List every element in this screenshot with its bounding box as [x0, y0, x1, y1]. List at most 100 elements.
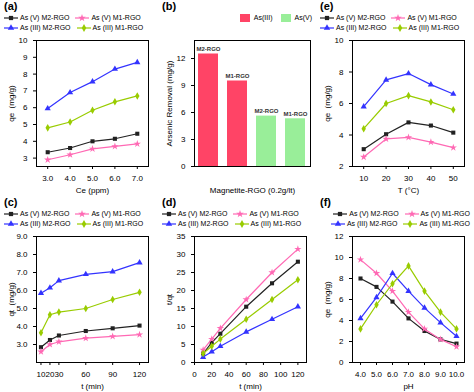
- html-text:As (III) M1-RGO: As (III) M1-RGO: [92, 24, 144, 31]
- svg-text:0: 0: [181, 162, 186, 171]
- svg-text:20: 20: [177, 286, 186, 295]
- svg-text:2: 2: [339, 337, 344, 346]
- svg-text:10: 10: [19, 36, 28, 45]
- svg-text:6: 6: [339, 99, 344, 108]
- svg-text:8: 8: [339, 274, 344, 283]
- svg-text:35: 35: [177, 232, 186, 241]
- svg-text:t (min): t (min): [81, 382, 104, 391]
- svg-text:8: 8: [339, 68, 344, 77]
- svg-text:0: 0: [192, 370, 197, 379]
- svg-text:5: 5: [23, 120, 28, 129]
- svg-text:4: 4: [339, 131, 344, 140]
- svg-text:6.0: 6.0: [16, 286, 28, 295]
- svg-text:40: 40: [426, 174, 435, 183]
- html-text:As (V) M1-RGO: As (V) M1-RGO: [91, 14, 141, 21]
- svg-text:9: 9: [181, 81, 186, 90]
- svg-text:4.0: 4.0: [355, 370, 367, 379]
- svg-text:12: 12: [335, 232, 344, 241]
- svg-text:60: 60: [242, 370, 251, 379]
- svg-text:qe (mg/g): qe (mg/g): [323, 85, 332, 122]
- svg-text:t/qt: t/qt: [165, 293, 174, 305]
- svg-text:9.0: 9.0: [16, 232, 28, 241]
- svg-text:8: 8: [23, 70, 28, 79]
- svg-text:2: 2: [339, 162, 344, 171]
- svg-text:10.0: 10.0: [449, 370, 465, 379]
- svg-text:5.0: 5.0: [371, 370, 383, 379]
- svg-text:40: 40: [225, 370, 234, 379]
- svg-text:5: 5: [181, 340, 186, 349]
- html-text:As (III) M2-RGO: As (III) M2-RGO: [336, 24, 387, 31]
- svg-text:6.0: 6.0: [109, 174, 121, 183]
- svg-text:3: 3: [23, 154, 28, 163]
- svg-text:T (°C): T (°C): [398, 186, 420, 195]
- svg-text:3.0: 3.0: [42, 174, 54, 183]
- svg-text:4: 4: [339, 316, 344, 325]
- html-text:10 20: 10 20: [36, 370, 55, 380]
- html-text:As (V) M2-RGO: As (V) M2-RGO: [336, 14, 386, 21]
- svg-text:90: 90: [108, 370, 117, 379]
- svg-text:7.0: 7.0: [132, 174, 144, 183]
- svg-text:30: 30: [177, 250, 186, 259]
- svg-text:10: 10: [335, 253, 344, 262]
- html-text:(f): (f): [320, 196, 331, 208]
- svg-text:4: 4: [23, 137, 28, 146]
- html-text:As(III): As(III): [253, 14, 273, 21]
- svg-text:5.0: 5.0: [87, 174, 99, 183]
- svg-text:7: 7: [23, 86, 28, 95]
- svg-text:6: 6: [23, 103, 28, 112]
- svg-text:9.0: 9.0: [435, 370, 447, 379]
- html-text:(a): (a): [4, 0, 18, 12]
- svg-text:Ce (ppm): Ce (ppm): [76, 186, 110, 195]
- svg-text:6.0: 6.0: [387, 370, 399, 379]
- svg-text:7.0: 7.0: [403, 370, 415, 379]
- svg-text:50: 50: [449, 174, 458, 183]
- svg-text:Arsenic Removal (mg/g): Arsenic Removal (mg/g): [165, 60, 174, 146]
- svg-text:M1-RGO: M1-RGO: [284, 111, 308, 117]
- svg-text:9: 9: [23, 53, 28, 62]
- html-text:As(V): As(V): [294, 14, 312, 21]
- svg-text:20: 20: [382, 174, 391, 183]
- svg-text:10: 10: [359, 174, 368, 183]
- html-text:(d): (d): [162, 196, 176, 208]
- svg-text:M1-RGO: M1-RGO: [226, 73, 250, 79]
- svg-text:30: 30: [54, 370, 63, 379]
- svg-text:3: 3: [181, 135, 186, 144]
- svg-text:7.0: 7.0: [16, 268, 28, 277]
- svg-text:100: 100: [274, 370, 288, 379]
- svg-text:qe (mg/g): qe (mg/g): [323, 281, 332, 318]
- svg-text:t (min): t (min): [239, 382, 262, 391]
- svg-text:12: 12: [177, 54, 186, 63]
- html-text:(e): (e): [320, 0, 334, 12]
- svg-text:0: 0: [339, 358, 344, 367]
- html-text:As (III) M2-RGO: As (III) M2-RGO: [20, 24, 71, 31]
- html-text:(c): (c): [4, 196, 18, 208]
- svg-text:120: 120: [291, 370, 305, 379]
- svg-text:15: 15: [177, 304, 186, 313]
- html-text:As (V) M1-RGO: As (V) M1-RGO: [407, 14, 457, 21]
- html-text:As (V) M2-RGO: As (V) M2-RGO: [20, 14, 70, 21]
- svg-text:8.0: 8.0: [16, 250, 28, 259]
- svg-text:80: 80: [259, 370, 268, 379]
- html-text:(b): (b): [162, 0, 176, 12]
- svg-text:0: 0: [181, 358, 186, 367]
- svg-text:5.0: 5.0: [16, 304, 28, 313]
- svg-text:30: 30: [404, 174, 413, 183]
- svg-text:6: 6: [181, 108, 186, 117]
- svg-text:M2-RGO: M2-RGO: [255, 108, 279, 114]
- svg-text:4.0: 4.0: [16, 322, 28, 331]
- svg-text:120: 120: [133, 370, 147, 379]
- svg-text:M2-RGO: M2-RGO: [197, 46, 221, 52]
- svg-text:pH: pH: [403, 382, 413, 391]
- svg-text:20: 20: [207, 370, 216, 379]
- svg-text:8.0: 8.0: [419, 370, 431, 379]
- svg-text:10: 10: [335, 36, 344, 45]
- svg-text:10: 10: [177, 322, 186, 331]
- svg-text:25: 25: [177, 268, 186, 277]
- svg-text:4.0: 4.0: [65, 174, 77, 183]
- svg-text:qt (mg/g): qt (mg/g): [7, 282, 16, 317]
- svg-text:6: 6: [339, 295, 344, 304]
- svg-text:60: 60: [81, 370, 90, 379]
- svg-text:3.0: 3.0: [16, 340, 28, 349]
- svg-text:qe (mg/g): qe (mg/g): [7, 85, 16, 122]
- svg-text:Magnetite-RGO (0.2g/lt): Magnetite-RGO (0.2g/lt): [210, 186, 296, 195]
